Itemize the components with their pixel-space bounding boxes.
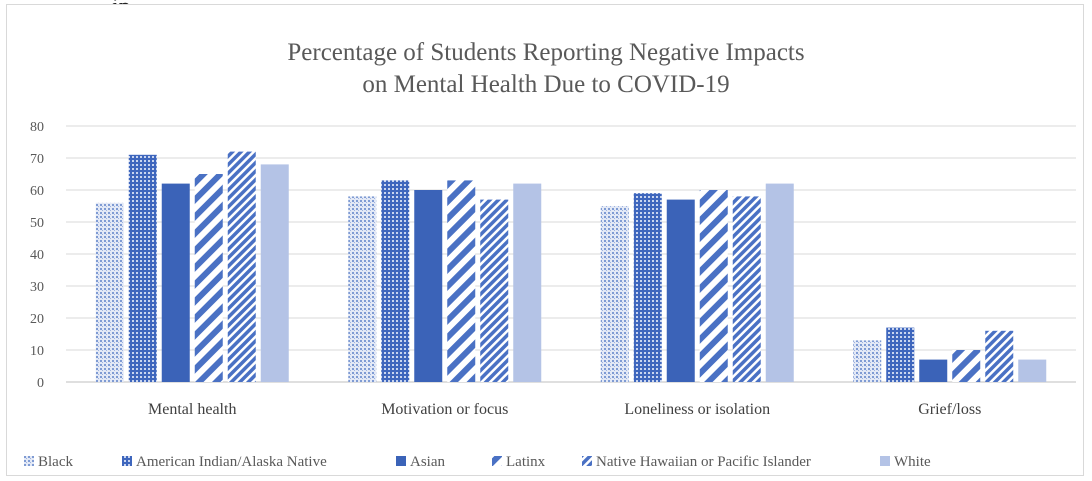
legend-label: Asian xyxy=(410,454,445,470)
bar xyxy=(853,340,882,382)
bar xyxy=(1018,359,1047,382)
bar xyxy=(381,180,410,382)
bar xyxy=(952,350,981,382)
x-tick-label: Motivation or focus xyxy=(381,401,508,418)
bar xyxy=(227,151,256,382)
bar xyxy=(732,196,761,382)
bar xyxy=(260,164,289,382)
bar xyxy=(699,190,728,382)
legend-swatch xyxy=(396,456,406,466)
bar xyxy=(886,327,915,382)
legend-swatch xyxy=(122,456,132,466)
y-tick-label: 40 xyxy=(30,248,44,263)
chart-title-line: Percentage of Students Reporting Negativ… xyxy=(287,39,804,66)
y-tick-label: 20 xyxy=(30,312,44,327)
chart-title-line: on Mental Health Due to COVID-19 xyxy=(362,71,729,98)
legend-swatch xyxy=(492,456,502,466)
legend-label: American Indian/Alaska Native xyxy=(136,454,327,470)
y-tick-label: 50 xyxy=(30,216,44,231)
bar xyxy=(348,196,377,382)
legend-swatch xyxy=(24,456,34,466)
bar xyxy=(633,193,662,382)
legend-label: White xyxy=(894,454,931,470)
y-tick-label: 70 xyxy=(30,152,44,167)
legend-swatch xyxy=(582,456,592,466)
bar xyxy=(666,199,695,382)
bar xyxy=(600,206,629,382)
bar xyxy=(161,183,190,382)
x-tick-label: Grief/loss xyxy=(918,401,981,418)
bar xyxy=(513,183,542,382)
y-tick-label: 60 xyxy=(30,184,44,199)
y-tick-label: 80 xyxy=(30,120,44,135)
bar xyxy=(480,199,509,382)
bar xyxy=(765,183,794,382)
bar xyxy=(919,359,948,382)
bar xyxy=(447,180,476,382)
x-tick-label: Loneliness or isolation xyxy=(624,401,770,418)
bar xyxy=(128,154,157,382)
bar xyxy=(414,190,443,382)
legend-label: Black xyxy=(38,454,73,470)
y-tick-label: 30 xyxy=(30,280,44,295)
x-tick-label: Mental health xyxy=(148,401,236,418)
bar xyxy=(985,330,1014,382)
bar xyxy=(95,202,124,382)
y-tick-label: 10 xyxy=(30,344,44,359)
bar xyxy=(194,174,223,382)
legend-label: Native Hawaiian or Pacific Islander xyxy=(596,454,811,470)
legend-swatch xyxy=(880,456,890,466)
legend-label: Latinx xyxy=(506,454,546,470)
y-tick-label: 0 xyxy=(37,376,44,391)
